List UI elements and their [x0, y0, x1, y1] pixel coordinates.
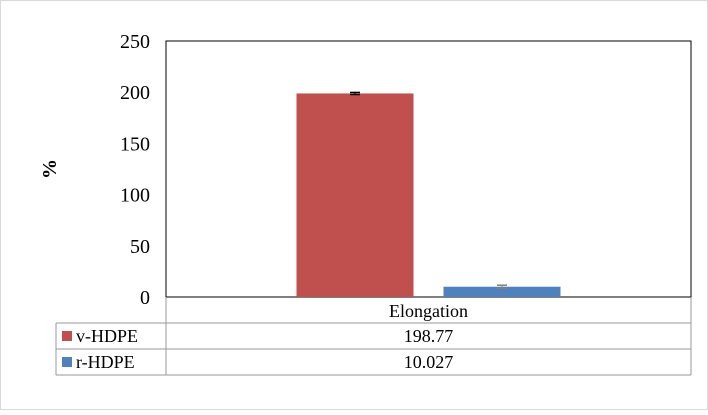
- legend-label-v-hdpe: v-HDPE: [76, 326, 138, 346]
- category-label: Elongation: [389, 301, 468, 321]
- plot-area-border: [165, 40, 692, 298]
- y-tick-label: 250: [120, 31, 150, 53]
- y-tick-label: 200: [120, 82, 150, 104]
- y-tick-label: 0: [140, 287, 150, 309]
- data-label-v-hdpe: 198.77: [404, 326, 454, 346]
- y-tick-label: 100: [120, 185, 150, 207]
- bar-v-hdpe: [296, 93, 414, 297]
- bar-r-hdpe: [443, 286, 561, 297]
- y-tick-label: 50: [130, 236, 150, 258]
- y-axis-label: %: [39, 159, 61, 179]
- legend-label-r-hdpe: r-HDPE: [76, 352, 135, 372]
- data-label-r-hdpe: 10.027: [404, 352, 454, 372]
- legend-key-r-hdpe: [62, 357, 72, 367]
- legend-key-v-hdpe: [62, 331, 72, 341]
- y-tick-label: 150: [120, 133, 150, 155]
